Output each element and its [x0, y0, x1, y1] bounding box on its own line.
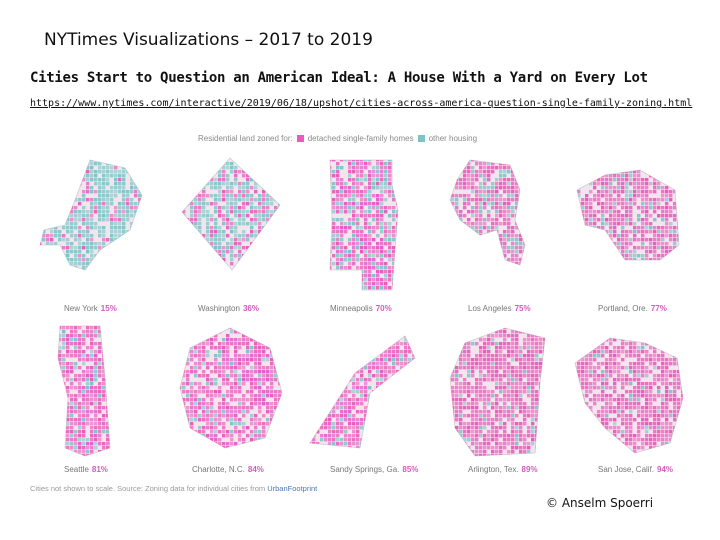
slide-title: NYTimes Visualizations – 2017 to 2019: [44, 30, 373, 50]
city-percent: 77%: [650, 304, 667, 313]
city-name: Charlotte, N.C.: [192, 465, 245, 474]
city-map-washington: [170, 150, 290, 300]
city-map-los-angeles: [435, 150, 555, 300]
city-name: Portland, Ore.: [598, 304, 648, 313]
copyright: © Anselm Spoerri: [546, 496, 654, 510]
city-name: New York: [64, 304, 98, 313]
city-map-new-york: [30, 150, 150, 300]
legend-swatch-single-family: [296, 135, 304, 142]
city-name: Los Angeles: [468, 304, 512, 313]
legend-swatch-other-housing: [417, 135, 425, 142]
source-text: Cities not shown to scale. Source: Zonin…: [30, 484, 266, 493]
map-legend: Residential land zoned for: detached sin…: [198, 134, 477, 143]
legend-label-single-family: detached single-family homes: [307, 134, 414, 143]
city-map-portland-ore: [565, 150, 685, 300]
city-label: Minneapolis 70%: [330, 304, 392, 313]
city-name: Arlington, Tex.: [468, 465, 519, 474]
city-map-sandy-springs-ga: [300, 318, 420, 468]
city-name: Sandy Springs, Ga.: [330, 465, 400, 474]
legend-prefix: Residential land zoned for:: [198, 134, 293, 143]
source-note: Cities not shown to scale. Source: Zonin…: [30, 484, 317, 493]
city-name: San Jose, Calif.: [598, 465, 655, 474]
city-percent: 94%: [657, 465, 674, 474]
city-percent: 89%: [521, 465, 538, 474]
city-percent: 36%: [242, 304, 259, 313]
city-name: Washington: [198, 304, 240, 313]
city-map-charlotte-n-c: [170, 318, 290, 468]
city-percent: 15%: [100, 304, 117, 313]
city-name: Minneapolis: [330, 304, 373, 313]
city-label: Portland, Ore. 77%: [598, 304, 667, 313]
city-label: Washington 36%: [198, 304, 259, 313]
city-label: Sandy Springs, Ga. 85%: [330, 465, 418, 474]
article-title: Cities Start to Question an American Ide…: [30, 70, 648, 86]
city-label: San Jose, Calif. 94%: [598, 465, 673, 474]
city-percent: 75%: [514, 304, 531, 313]
city-label: Los Angeles 75%: [468, 304, 531, 313]
legend-label-other-housing: other housing: [428, 134, 478, 143]
city-label: Arlington, Tex. 89%: [468, 465, 538, 474]
city-percent: 85%: [402, 465, 419, 474]
city-label: New York 15%: [64, 304, 117, 313]
source-link[interactable]: UrbanFootprint: [267, 484, 318, 493]
city-percent: 70%: [375, 304, 392, 313]
city-map-arlington-tex: [435, 318, 555, 468]
city-percent: 81%: [91, 465, 108, 474]
city-map-seattle: [30, 318, 150, 468]
city-name: Seattle: [64, 465, 89, 474]
article-link[interactable]: https://www.nytimes.com/interactive/2019…: [30, 98, 693, 109]
city-map-minneapolis: [300, 150, 420, 300]
city-percent: 84%: [247, 465, 264, 474]
city-map-san-jose-calif: [565, 318, 685, 468]
city-label: Charlotte, N.C. 84%: [192, 465, 264, 474]
city-label: Seattle 81%: [64, 465, 108, 474]
